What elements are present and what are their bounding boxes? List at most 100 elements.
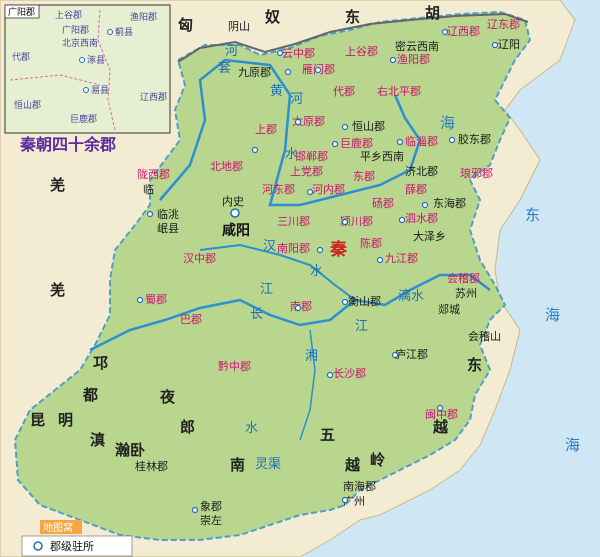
seat-marker: [341, 496, 349, 504]
commandery: 上郡: [255, 123, 277, 136]
seat-marker: [376, 256, 384, 264]
commandery: 砀郡: [372, 197, 394, 210]
place: 会稽山: [468, 329, 501, 343]
region-label: 东: [345, 8, 360, 26]
commandery: 辽西郡: [447, 25, 480, 38]
commandery: 太原郡: [292, 115, 325, 128]
capital-label: 咸阳: [222, 222, 250, 239]
commandery: 闽中郡: [425, 408, 458, 421]
river-label: 汉: [263, 239, 276, 254]
seat-marker: [136, 296, 144, 304]
region-label: 邛: [93, 354, 108, 372]
commandery: 临淄郡: [405, 134, 438, 148]
commandery: 陈郡: [360, 236, 382, 250]
commandery: 渔阳郡: [397, 53, 430, 66]
seat-marker: [251, 146, 259, 154]
inset-marker: [107, 29, 113, 35]
inset-marker: [79, 57, 85, 63]
commandery: 蜀郡: [145, 293, 167, 306]
region-label: 匈: [178, 16, 193, 34]
river-label: 水: [245, 421, 258, 436]
seat-markers: [136, 28, 499, 514]
commandery: 薛郡: [405, 183, 427, 196]
commandery: 汉中郡: [183, 252, 216, 265]
great-wall: [177, 12, 529, 63]
river-label: 水: [310, 264, 323, 279]
place: 密云西南: [395, 39, 439, 53]
region-label: 郎: [180, 418, 195, 436]
region-label: 越: [432, 418, 449, 436]
sea-label: 海: [565, 436, 580, 454]
commandery: 上谷郡: [345, 45, 378, 58]
commandery: 胶东郡: [458, 132, 491, 146]
region-label: 瀚卧: [115, 441, 145, 459]
region-label: 东: [467, 356, 482, 374]
seat-marker: [448, 136, 456, 144]
seat-marker: [306, 188, 314, 196]
seat-marker: [276, 49, 284, 57]
commandery: 北地郡: [210, 160, 243, 173]
commandery: 泗水郡: [405, 212, 438, 225]
place: 临洮: [157, 207, 179, 221]
commandery: 东郡: [353, 170, 375, 183]
region-label: 越: [344, 456, 361, 474]
xiang-river: [299, 329, 316, 441]
region-label: 羌: [50, 176, 65, 194]
seat-marker: [341, 218, 349, 226]
commandery: 上党郡: [290, 165, 323, 178]
commandery: 辽东郡: [487, 18, 520, 31]
yellow-river: [159, 58, 422, 207]
commandery: 南郡: [290, 300, 312, 313]
seat-marker: [391, 351, 399, 359]
seat-marker: [389, 56, 397, 64]
commandery: 九江郡: [385, 252, 418, 265]
place: 辽阳: [498, 38, 520, 51]
river-label: 河: [290, 92, 303, 107]
commandery: 会稽郡: [447, 271, 480, 285]
commandery: 济北郡: [405, 164, 438, 178]
region-label: 南: [230, 456, 245, 474]
commandery: 南海郡: [343, 479, 376, 493]
seat-marker: [284, 68, 292, 76]
sea-label: 东: [525, 206, 540, 224]
inset-label: 辽西郡: [140, 92, 167, 103]
commandery: 云中郡: [282, 47, 315, 60]
commandery: 衡山郡: [348, 295, 381, 308]
commandery: 琅邪郡: [460, 166, 493, 180]
inset-label: 蓟县: [115, 26, 133, 38]
seat-marker: [491, 41, 499, 49]
seat-marker: [316, 246, 324, 254]
sea-label: 海: [440, 114, 455, 132]
river-label: 水: [285, 147, 298, 162]
region-label: 昆: [30, 411, 45, 429]
region-label: 胡: [425, 4, 440, 22]
seat-marker: [146, 210, 154, 218]
region-label: 岭: [370, 451, 385, 469]
place-labels: 阴山 密云西南 辽阳 平乡西南 临洮 岷县 内史 大泽乡 苏州 郯城 会稽山 广…: [143, 20, 520, 527]
river-label: 江: [355, 319, 368, 334]
seat-marker: [341, 123, 349, 131]
commandery: 象郡: [200, 500, 222, 513]
river-label: 湘: [305, 349, 318, 364]
region-label: 奴: [264, 8, 280, 26]
legend-label: 郡级驻所: [50, 539, 94, 553]
seat-marker: [398, 216, 406, 224]
place: 大泽乡: [413, 229, 446, 243]
han-river: [199, 243, 356, 301]
river-label: 河: [225, 44, 238, 59]
yangtze-river: [89, 273, 491, 352]
legend-box: [21, 535, 133, 557]
place: 广州: [343, 495, 365, 508]
commandery: 陇西郡: [137, 167, 170, 181]
commandery: 桂林郡: [135, 459, 168, 473]
seat-marker: [341, 298, 349, 306]
seat-marker: [314, 66, 322, 74]
seat-marker: [326, 371, 334, 379]
river-label: 江: [260, 282, 273, 297]
commandery: 代郡: [333, 85, 355, 98]
river-label: 黄: [270, 84, 283, 99]
commandery: 庐江郡: [395, 347, 428, 361]
seat-marker: [441, 28, 449, 36]
inset-label: 代郡: [12, 52, 30, 63]
